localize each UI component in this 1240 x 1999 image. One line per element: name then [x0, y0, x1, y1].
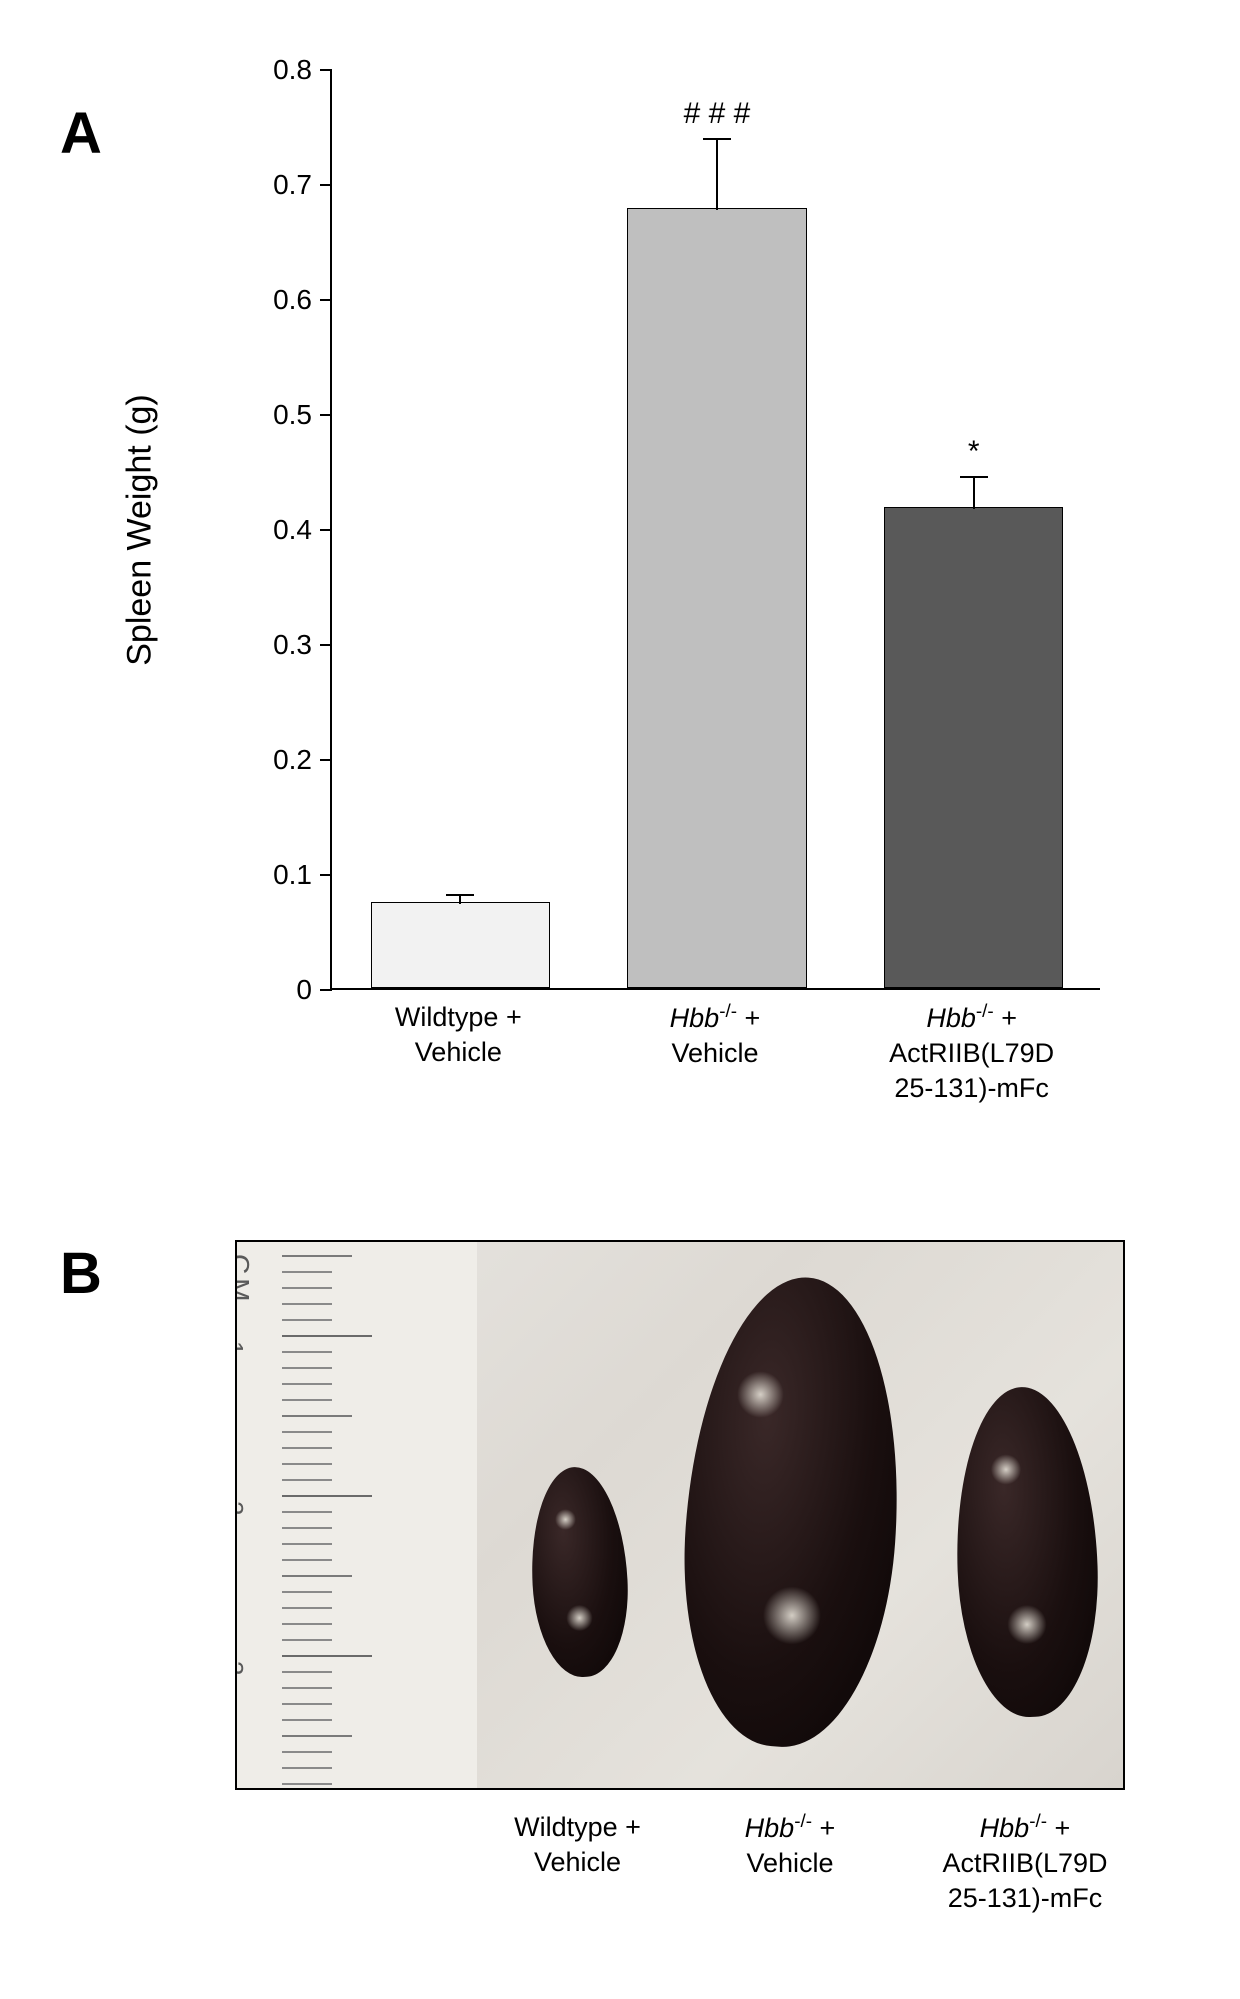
- x-category-label: Hbb-/- +ActRIIB(L79D25-131)-mFc: [847, 1000, 1097, 1106]
- photo-sample-label: Hbb-/- +Vehicle: [675, 1810, 905, 1881]
- y-tick: [320, 414, 332, 416]
- y-tick-label: 0.1: [152, 859, 312, 891]
- spleen-sample: [527, 1465, 633, 1680]
- ruler-minor-tick: [282, 1447, 332, 1449]
- ruler-major-tick: [282, 1335, 372, 1337]
- y-tick-label: 0.7: [152, 169, 312, 201]
- y-tick-label: 0.6: [152, 284, 312, 316]
- y-tick-label: 0.5: [152, 399, 312, 431]
- ruler-minor-tick: [282, 1479, 332, 1481]
- y-tick: [320, 69, 332, 71]
- ruler-number: 1: [235, 1341, 249, 1355]
- y-tick: [320, 529, 332, 531]
- error-bar-cap: [446, 894, 474, 896]
- ruler-number: 2: [235, 1501, 249, 1515]
- ruler-mid-tick: [282, 1575, 352, 1577]
- spleen-highlight: [566, 1605, 593, 1632]
- photo-sample-label: Wildtype +Vehicle: [463, 1810, 693, 1880]
- ruler-minor-tick: [282, 1431, 332, 1433]
- plot-area: # # # *: [330, 70, 1100, 990]
- ruler-minor-tick: [282, 1527, 332, 1529]
- significance-marker: # # #: [684, 97, 751, 131]
- ruler: CM 1 2 3: [237, 1242, 477, 1790]
- ruler-minor-tick: [282, 1767, 332, 1769]
- panel-a-label: A: [60, 100, 102, 167]
- ruler-minor-tick: [282, 1271, 332, 1273]
- spleen-highlight: [1007, 1605, 1046, 1644]
- ruler-mid-tick: [282, 1415, 352, 1417]
- ruler-minor-tick: [282, 1543, 332, 1545]
- ruler-minor-tick: [282, 1719, 332, 1721]
- y-tick: [320, 184, 332, 186]
- ruler-minor-tick: [282, 1399, 332, 1401]
- ruler-number: 3: [235, 1661, 249, 1675]
- y-tick-label: 0.4: [152, 514, 312, 546]
- ruler-minor-tick: [282, 1383, 332, 1385]
- spleen-size-photo: CM 1 2 3: [235, 1240, 1125, 1790]
- ruler-minor-tick: [282, 1511, 332, 1513]
- ruler-major-tick: [282, 1495, 372, 1497]
- error-bar-stem: [973, 477, 975, 509]
- spleen-weight-bar-chart: Spleen Weight (g) # # #* 00.10.20.30.40.…: [185, 40, 1135, 1140]
- ruler-minor-tick: [282, 1367, 332, 1369]
- x-category-label: Wildtype +Vehicle: [333, 1000, 583, 1070]
- ruler-minor-tick: [282, 1607, 332, 1609]
- y-tick-label: 0.3: [152, 629, 312, 661]
- ruler-minor-tick: [282, 1751, 332, 1753]
- ruler-minor-tick: [282, 1319, 332, 1321]
- ruler-minor-tick: [282, 1303, 332, 1305]
- bar: [371, 902, 551, 988]
- y-tick: [320, 874, 332, 876]
- ruler-major-tick: [282, 1655, 372, 1657]
- error-bar-cap: [960, 476, 988, 478]
- ruler-unit-label: CM: [235, 1254, 255, 1306]
- y-tick: [320, 299, 332, 301]
- spleen-highlight: [763, 1586, 822, 1645]
- error-bar-cap: [703, 138, 731, 140]
- ruler-minor-tick: [282, 1287, 332, 1289]
- photo-sample-label: Hbb-/- +ActRIIB(L79D25-131)-mFc: [910, 1810, 1140, 1916]
- x-category-label: Hbb-/- +Vehicle: [590, 1000, 840, 1071]
- ruler-minor-tick: [282, 1639, 332, 1641]
- y-tick-label: 0.2: [152, 744, 312, 776]
- ruler-minor-tick: [282, 1623, 332, 1625]
- ruler-mid-tick: [282, 1735, 352, 1737]
- y-tick: [320, 644, 332, 646]
- panel-b-label: B: [60, 1240, 102, 1307]
- ruler-minor-tick: [282, 1703, 332, 1705]
- bar: [627, 208, 807, 988]
- y-tick: [320, 759, 332, 761]
- ruler-minor-tick: [282, 1783, 332, 1785]
- bar: [884, 507, 1064, 988]
- ruler-minor-tick: [282, 1591, 332, 1593]
- error-bar-stem: [459, 895, 461, 904]
- ruler-minor-tick: [282, 1463, 332, 1465]
- spleen-highlight: [737, 1371, 783, 1417]
- ruler-minor-tick: [282, 1559, 332, 1561]
- ruler-minor-tick: [282, 1671, 332, 1673]
- ruler-minor-tick: [282, 1687, 332, 1689]
- ruler-minor-tick: [282, 1351, 332, 1353]
- spleen-highlight: [991, 1454, 1022, 1485]
- spleen-sample: [951, 1385, 1102, 1720]
- ruler-minor-tick: [282, 1255, 352, 1257]
- spleen-highlight: [555, 1509, 576, 1530]
- y-tick-label: 0.8: [152, 54, 312, 86]
- y-tick: [320, 989, 332, 991]
- y-tick-label: 0: [152, 974, 312, 1006]
- error-bar-stem: [716, 139, 718, 210]
- spleen-sample: [671, 1270, 913, 1754]
- significance-marker: *: [968, 435, 980, 469]
